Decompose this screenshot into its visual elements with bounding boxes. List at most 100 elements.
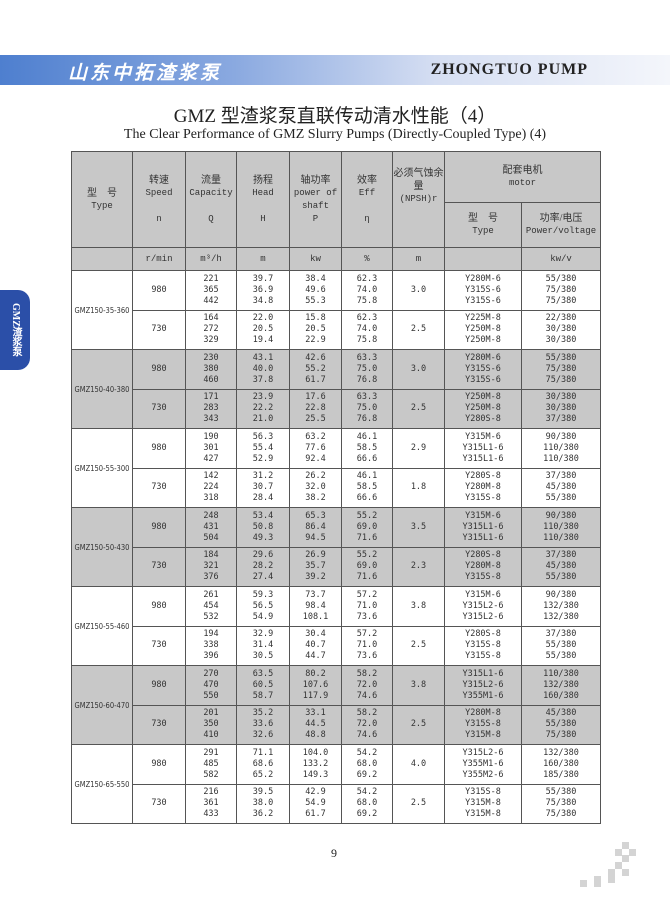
h-value: 20.5 (252, 324, 274, 335)
model-cell: GMZ150-55-300 (71, 428, 133, 508)
pv-value: 90/380 (545, 431, 577, 442)
q-value: 321 (203, 561, 219, 572)
motor-value: Y315S-8 (465, 651, 501, 662)
table-row: GMZ150-65-550 980 291 485 582 71.1 68.6 65.2 104… (71, 744, 601, 824)
deco-square (622, 869, 629, 876)
h-value: 60.5 (252, 679, 274, 690)
q-value: 361 (203, 798, 219, 809)
p-value: 54.9 (305, 798, 326, 809)
eff-value: 73.6 (356, 611, 378, 622)
motor-cell: Y315M-6 Y315L1-6 Y315L1-6 (444, 428, 522, 469)
eff-value: 74.0 (356, 284, 378, 295)
q-cell: 171 283 343 (185, 388, 237, 429)
npsh-cell: 2.5 (392, 704, 445, 745)
table-row: 730 201 350 410 35.2 33.6 32.6 33.1 44.5 48.8 58.2… (72, 704, 601, 745)
h-value: 19.4 (252, 335, 274, 346)
npsh-cell: 2.5 (392, 625, 445, 666)
p-value: 55.3 (305, 295, 326, 306)
eff-value: 57.2 (356, 629, 378, 640)
h-value: 28.4 (252, 493, 274, 504)
pv-value: 37/380 (545, 629, 577, 640)
pv-value: 132/380 (543, 679, 579, 690)
h-value: 50.8 (252, 521, 274, 532)
header-speed: 转速 Speed n (132, 151, 186, 248)
h-value: 52.9 (252, 453, 274, 464)
motor-value: Y315M-6 (465, 510, 501, 521)
motor-cell: Y280M-8 Y315S-8 Y315M-8 (444, 704, 522, 745)
npsh-cell: 2.9 (392, 428, 445, 469)
motor-value: Y280M-8 (465, 708, 501, 719)
header-motor-type: 型 号 Type (444, 202, 522, 248)
p-cell: 15.8 20.5 22.9 (289, 309, 342, 350)
pv-value: 37/380 (545, 550, 577, 561)
motor-value: Y355M1-6 (462, 690, 504, 701)
eff-value: 46.1 (356, 431, 378, 442)
eff-value: 72.0 (356, 679, 378, 690)
pv-cell: 132/380 160/380 185/380 (521, 744, 601, 785)
motor-value: Y315S-6 (465, 363, 501, 374)
speed-cell: 730 (132, 704, 186, 745)
p-value: 44.7 (305, 651, 326, 662)
speed-cell: 980 (132, 665, 186, 706)
header-npsh: 必须气蚀余量 (NPSH)r (392, 151, 445, 248)
pv-cell: 30/380 30/380 37/380 (521, 388, 601, 429)
p-value: 44.5 (305, 719, 326, 730)
q-value: 485 (203, 758, 219, 769)
h-cell: 59.3 56.5 54.9 (236, 586, 290, 627)
pv-value: 22/380 (545, 313, 577, 324)
q-value: 230 (203, 352, 219, 363)
pv-value: 30/380 (545, 403, 577, 414)
page-title-en: The Clear Performance of GMZ Slurry Pump… (123, 127, 547, 142)
motor-value: Y280M-8 (465, 482, 501, 493)
deco-square (622, 855, 629, 862)
eff-value: 71.0 (356, 600, 378, 611)
motor-value: Y280S-8 (465, 414, 501, 425)
q-value: 216 (203, 787, 219, 798)
q-cell: 270 470 550 (185, 665, 237, 706)
eff-value: 69.0 (356, 561, 378, 572)
unit-head: m (236, 247, 290, 271)
eff-value: 71.6 (356, 532, 378, 543)
h-cell: 39.7 36.9 34.8 (236, 270, 290, 311)
eff-value: 75.8 (356, 295, 378, 306)
eff-value: 69.2 (356, 769, 378, 780)
speed-cell: 730 (132, 783, 186, 824)
model-cell: GMZ150-65-550 (71, 744, 133, 824)
pv-value: 110/380 (543, 442, 579, 453)
pv-value: 75/380 (545, 798, 577, 809)
pv-value: 132/380 (543, 600, 579, 611)
eff-cell: 55.2 69.0 71.6 (341, 546, 393, 587)
q-value: 291 (203, 747, 219, 758)
pv-cell: 90/380 132/380 132/380 (521, 586, 601, 627)
table-row: 730 171 283 343 23.9 22.2 21.0 17.6 22.8 25.5 63.3… (72, 388, 601, 429)
header-capacity: 流量 Capacity Q (185, 151, 237, 248)
p-value: 117.9 (302, 690, 329, 701)
p-value: 98.4 (305, 600, 326, 611)
eff-value: 46.1 (356, 471, 378, 482)
motor-value: Y280M-6 (465, 352, 501, 363)
npsh-cell: 3.5 (392, 507, 445, 548)
eff-value: 69.2 (356, 809, 378, 820)
header-power: 轴功率 power of shaft P (289, 151, 342, 248)
table-row: 730 194 338 396 32.9 31.4 30.5 30.4 40.7 44.7 57.2… (72, 625, 601, 666)
motor-value: Y280S-8 (465, 550, 501, 561)
performance-table: 型 号 Type 转速 Speed n 流量 Capacity Q 扬程 Head H 轴功率… (71, 151, 601, 824)
pv-value: 55/380 (545, 352, 577, 363)
p-cell: 104.0 133.2 149.3 (289, 744, 342, 785)
q-value: 504 (203, 532, 219, 543)
q-value: 410 (203, 730, 219, 741)
p-value: 38.4 (305, 273, 326, 284)
q-value: 142 (203, 471, 219, 482)
motor-value: Y355M1-6 (462, 758, 504, 769)
q-value: 248 (203, 510, 219, 521)
q-value: 301 (203, 442, 219, 453)
h-value: 38.0 (252, 798, 274, 809)
h-value: 56.3 (252, 431, 274, 442)
npsh-cell: 3.8 (392, 586, 445, 627)
p-cell: 63.2 77.6 92.4 (289, 428, 342, 469)
eff-value: 71.6 (356, 572, 378, 583)
eff-value: 74.6 (356, 730, 378, 741)
eff-value: 71.0 (356, 640, 378, 651)
motor-value: Y315L1-6 (462, 521, 504, 532)
eff-value: 58.2 (356, 668, 378, 679)
